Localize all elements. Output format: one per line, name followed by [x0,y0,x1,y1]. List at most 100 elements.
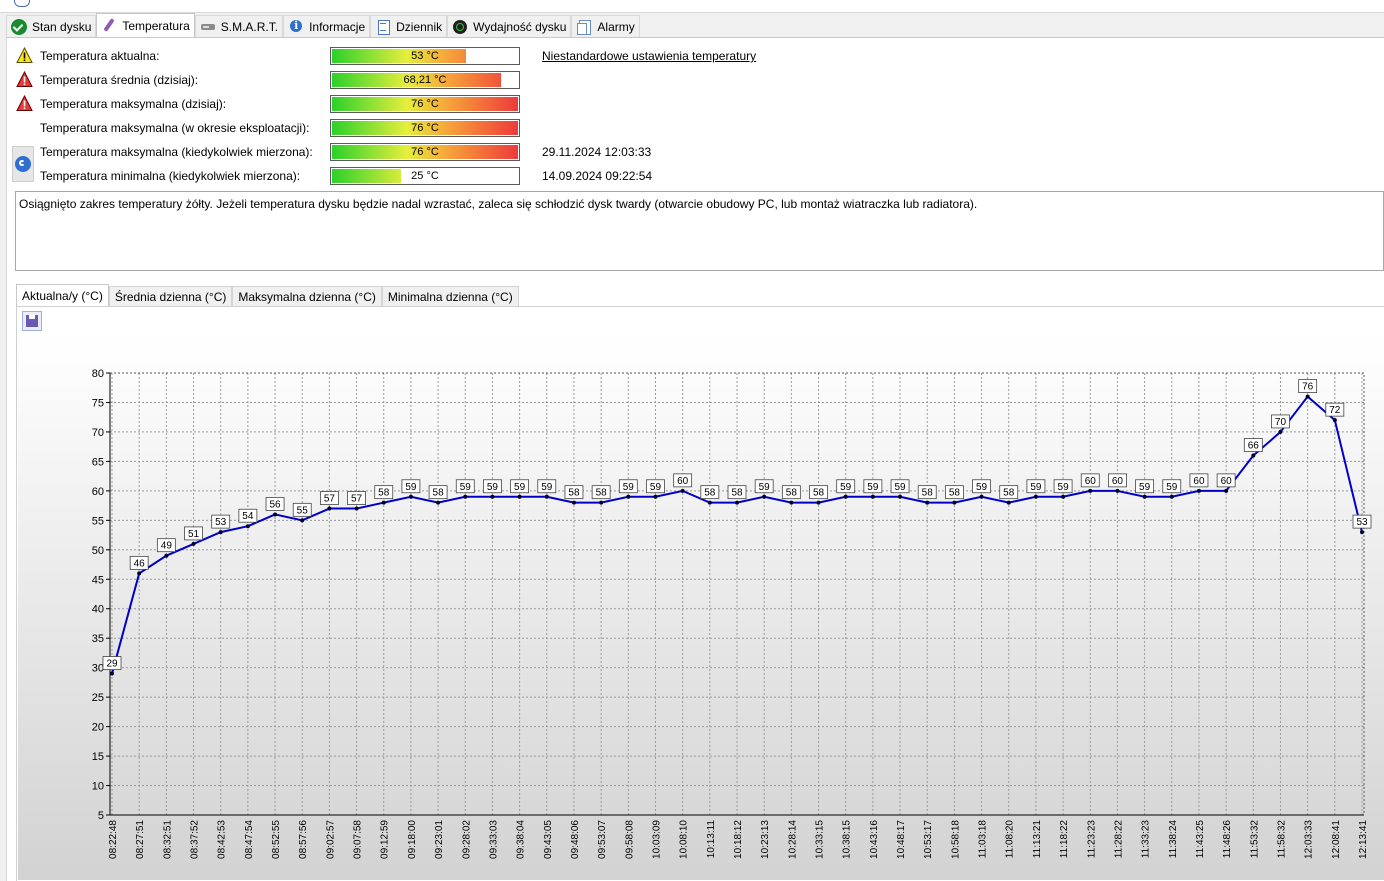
avg-today-value: 68,21 °C [403,74,447,86]
custom-temp-settings-link[interactable]: Niestandardowe ustawienia temperatury [542,49,757,63]
x-tick-label: 09:23:01 [434,820,445,859]
data-label-box [211,514,231,529]
x-tick-label: 09:48:06 [570,820,581,859]
y-tick-label: 5 [98,810,104,822]
tab-label: Wydajność dysku [473,19,567,34]
x-tick-label: 09:33:03 [488,820,499,859]
data-label-box [1108,473,1127,488]
current-temp-label: Temperatura aktualna: [40,49,160,63]
data-point [1278,429,1283,434]
data-label-box [1271,414,1290,429]
tab-smart[interactable]: S.M.A.R.T. [194,15,284,37]
tab-current[interactable]: Aktualna/y (°C) [16,284,109,306]
data-point [1061,494,1066,499]
row-avg-today: Temperatura średnia (dzisiaj): 68,21 °C [14,70,774,90]
row-max-ever: Temperatura maksymalna (kiedykolwiek mie… [14,142,774,162]
data-point [354,506,359,511]
tab-daily-max[interactable]: Maksymalna dzienna (°C) [232,286,382,306]
data-label-box [999,485,1019,500]
x-tick-label: 10:03:09 [651,820,662,859]
data-point [762,494,767,499]
chart-background [18,336,1384,880]
max-lifetime-label: Temperatura maksymalna (w okresie eksplo… [40,121,310,135]
data-point [436,500,441,505]
data-label-box [863,479,883,494]
data-label-box [781,485,801,500]
check-circle-icon [11,18,27,35]
x-tick-label: 10:43:16 [869,820,880,859]
data-label-box [455,479,475,494]
save-icon[interactable] [22,311,42,331]
current-temp-bar: 53 °C [330,47,520,65]
data-label: 58 [378,488,390,499]
x-tick-label: 12:08:41 [1331,820,1342,859]
x-tick-label: 08:52:55 [271,820,282,859]
bar-fill [332,49,466,63]
x-tick-label: 12:03:33 [1304,820,1315,859]
tab-stan-dysku[interactable]: Stan dysku [6,15,97,37]
data-label: 55 [297,505,309,516]
window-top-strip [0,0,1384,13]
x-tick-label: 11:38:24 [1168,820,1179,859]
data-label-box [1243,438,1263,452]
data-label: 60 [1085,476,1097,487]
data-label: 58 [596,488,608,499]
tab-daily-min[interactable]: Minimalna dzienna (°C) [381,286,519,306]
tab-informacje[interactable]: Informacje [283,15,371,37]
reset-button[interactable] [12,146,34,182]
x-tick-label: 09:38:04 [516,820,527,859]
data-label-box [428,485,448,500]
data-label-box [646,479,665,494]
max-ever-value: 76 °C [411,146,439,158]
data-label-box [1135,479,1155,494]
y-tick-label: 65 [92,456,104,468]
tab-alarmy[interactable]: Alarmy [571,15,640,37]
data-label: 60 [1221,476,1233,487]
x-tick-label: 11:48:26 [1222,820,1233,859]
data-label: 53 [215,517,227,528]
data-point [1332,418,1337,423]
x-tick-label: 11:03:18 [978,820,989,859]
temperature-chart: 5 10 15 20 25 30 35 40 45 50 55 60 65 70 75 80 08:22:48 0… [18,336,1384,880]
max-lifetime-value: 76 °C [411,122,439,134]
tab-daily-avg[interactable]: Średnia dzienna (°C) [108,286,233,306]
data-label: 57 [324,494,336,505]
y-tick-label: 45 [92,574,104,586]
x-tick-label: 10:28:14 [787,820,798,859]
data-point [789,500,794,505]
tab-wydajnosc[interactable]: Wydajność dysku [447,15,572,37]
tab-dziennik[interactable]: Dziennik [370,15,448,37]
x-tick-label: 09:58:08 [624,820,635,859]
data-label: 59 [541,482,553,493]
data-label-box [564,485,584,500]
bar-fill [332,121,518,135]
data-label: 59 [1139,482,1151,493]
data-label-box [591,485,611,500]
tab-label: Temperatura [122,18,190,33]
data-label-box [537,479,557,494]
x-tick-label: 10:58:18 [950,820,961,859]
data-point [1360,530,1364,535]
y-tick-label: 55 [92,515,104,527]
data-point [735,500,739,505]
data-label: 58 [704,488,716,499]
data-label-box [483,479,502,494]
x-tick-label: 09:18:00 [407,820,418,859]
tab-temperatura[interactable]: Temperatura [96,13,195,37]
x-tick-label: 08:57:56 [298,820,309,859]
data-label: 59 [759,482,771,493]
data-point [1115,488,1120,493]
data-label: 59 [976,482,988,493]
data-label-box [102,656,122,670]
data-label: 54 [242,511,254,522]
x-tick-label: 09:53:07 [597,820,608,859]
data-label-box [510,479,530,494]
y-tick-label: 25 [92,692,104,704]
data-label: 58 [568,488,580,499]
data-point [707,500,712,505]
y-tick-label: 15 [92,751,104,763]
red-warning-icon [16,95,33,111]
data-label: 59 [405,482,417,493]
data-label: 58 [731,488,743,499]
data-label: 46 [134,558,146,569]
